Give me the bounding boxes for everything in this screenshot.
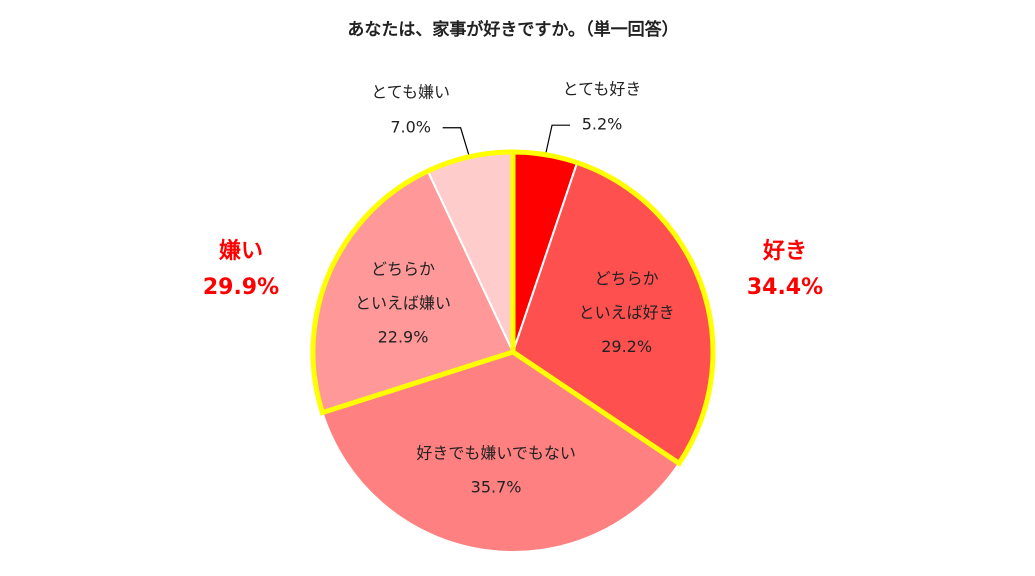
value-label: 7.0% xyxy=(390,117,431,136)
chart-title: あなたは、家事が好きですか。（単一回答） xyxy=(347,19,678,40)
group-value: 34.4% xyxy=(747,275,823,300)
value-label: 29.2% xyxy=(601,337,652,356)
slice-label: とても嫌い xyxy=(371,82,450,101)
slice-label: どちらか xyxy=(595,269,659,288)
leader-line xyxy=(544,124,571,155)
group-outline xyxy=(510,149,716,467)
leader-line xyxy=(442,127,470,157)
slice-label: とても好き xyxy=(563,80,642,99)
group-label: 嫌い xyxy=(219,238,263,264)
value-label: 35.7% xyxy=(471,477,522,496)
value-label: 22.9% xyxy=(378,327,429,346)
group-outline xyxy=(310,149,516,416)
slice-label: といえば好き xyxy=(579,303,675,322)
slice-label: 好きでも嫌いでもない xyxy=(416,443,576,462)
group-label: 好き xyxy=(762,238,807,264)
slice-label: といえば嫌い xyxy=(355,293,451,312)
pie-slice xyxy=(321,350,681,553)
slice-label: どちらか xyxy=(371,259,435,278)
value-label: 5.2% xyxy=(582,115,623,134)
group-value: 29.9% xyxy=(203,275,279,300)
